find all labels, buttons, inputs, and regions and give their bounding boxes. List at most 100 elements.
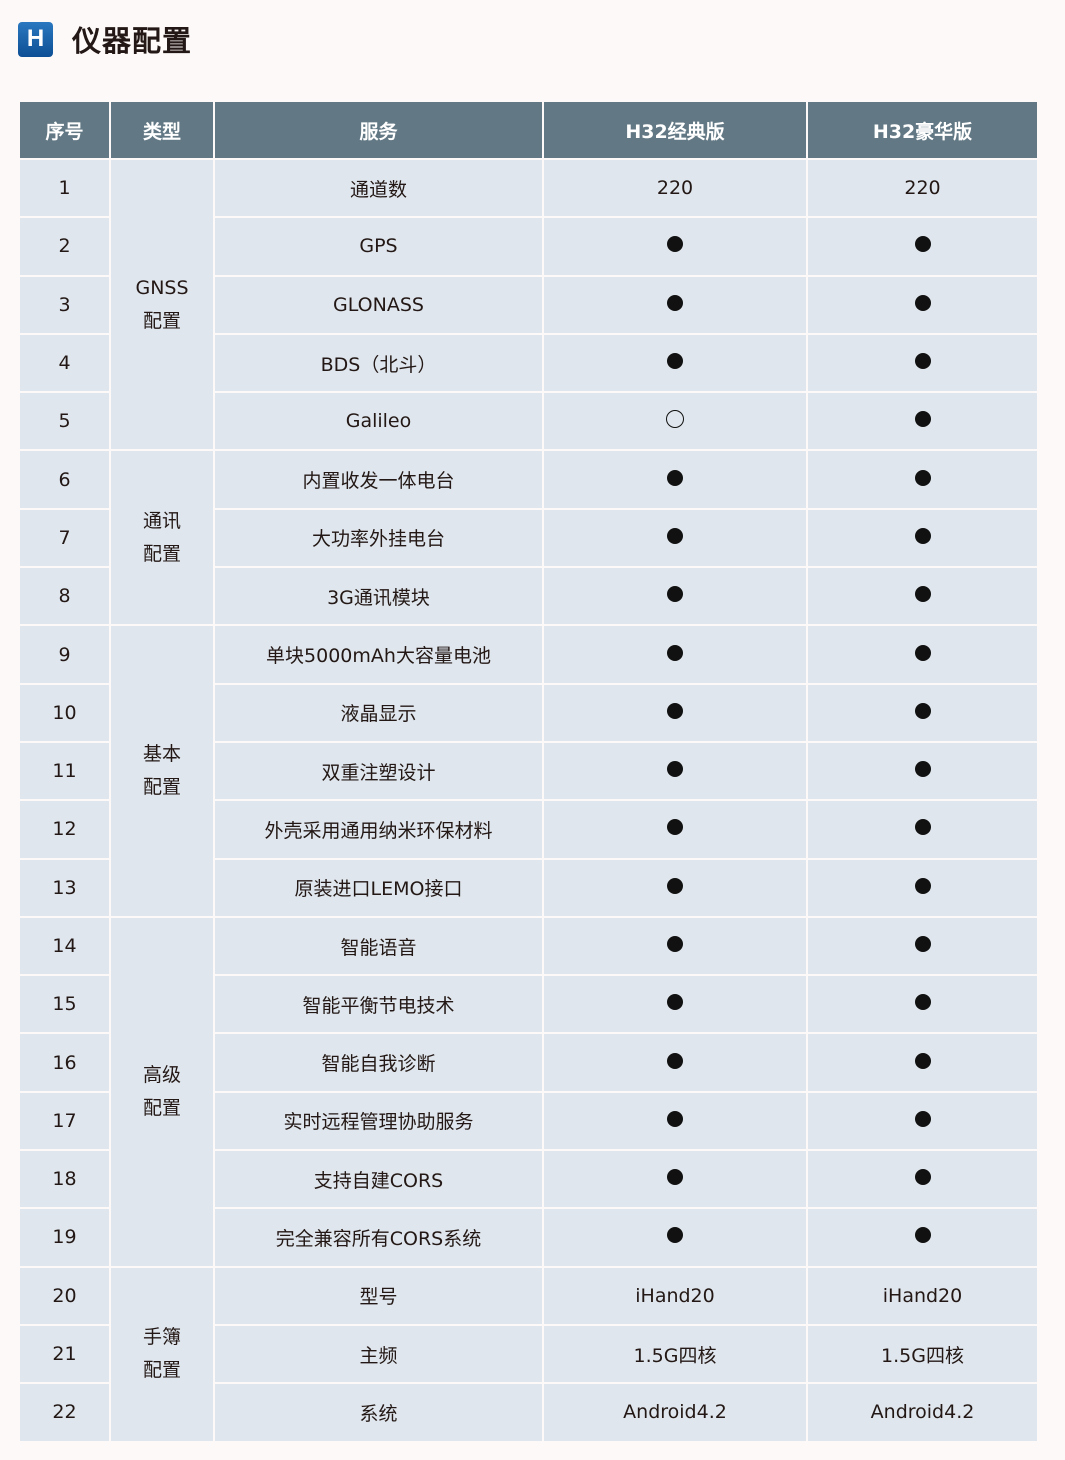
empty-circle-icon (666, 409, 684, 428)
row-service: 单块5000mAh大容量电池 (215, 626, 542, 683)
classic-cell: 1.5G四核 (544, 1325, 806, 1383)
table-row: 15 智能平衡节电技术 (20, 976, 1037, 1033)
filled-circle-icon (914, 819, 931, 836)
row-index: 14 (20, 917, 109, 975)
row-index: 15 (20, 976, 109, 1033)
deluxe-cell (808, 1209, 1037, 1266)
row-index: 22 (20, 1384, 109, 1441)
filled-circle-icon (914, 1227, 931, 1244)
table-row: 19 完全兼容所有CORS系统 (20, 1209, 1037, 1266)
filled-circle-icon (914, 702, 931, 719)
header-type: 类型 (111, 102, 213, 158)
filled-circle-icon (914, 1110, 931, 1127)
row-service: 实时远程管理协助服务 (215, 1092, 542, 1150)
row-type-cell: 通讯 配置 (111, 451, 213, 625)
deluxe-cell (808, 393, 1037, 450)
classic-cell (544, 509, 806, 567)
table-row: 8 3G通讯模块 (20, 568, 1037, 625)
section-title: H 仪器配置 (18, 18, 192, 60)
table-row: 17 实时远程管理协助服务 (20, 1092, 1037, 1150)
table-row: 22 系统 Android4.2 Android4.2 (20, 1384, 1037, 1441)
deluxe-cell (808, 859, 1037, 916)
row-index: 12 (20, 801, 109, 858)
row-type-cell: 高级 配置 (111, 917, 213, 1266)
deluxe-cell (808, 917, 1037, 975)
row-service: 内置收发一体电台 (215, 451, 542, 508)
classic-cell: 220 (544, 160, 806, 217)
deluxe-cell (808, 684, 1037, 741)
filled-circle-icon (914, 761, 931, 778)
table-row: 21 主频 1.5G四核 1.5G四核 (20, 1325, 1037, 1383)
filled-circle-icon (914, 877, 931, 894)
table-row: 7 大功率外挂电台 (20, 509, 1037, 567)
row-service: 3G通讯模块 (215, 568, 542, 625)
row-service: GLONASS (215, 276, 542, 333)
filled-circle-icon (914, 644, 931, 661)
deluxe-cell (808, 626, 1037, 683)
classic-cell (544, 801, 806, 858)
table-header-row: 序号 类型 服务 H32经典版 H32豪华版 (20, 102, 1037, 158)
classic-cell (544, 276, 806, 333)
table-row: 6 通讯 配置 内置收发一体电台 (20, 451, 1037, 625)
classic-cell: iHand20 (544, 1267, 806, 1324)
table-row: 2 GPS (20, 218, 1037, 275)
classic-cell (544, 1209, 806, 1266)
row-index: 19 (20, 1209, 109, 1266)
classic-cell (544, 917, 806, 975)
row-service: 系统 (215, 1384, 542, 1441)
classic-cell (544, 334, 806, 392)
table-row: 11 双重注塑设计 (20, 742, 1037, 800)
deluxe-cell (808, 451, 1037, 508)
filled-circle-icon (667, 877, 683, 894)
filled-circle-icon (667, 702, 683, 719)
filled-circle-icon (914, 1169, 931, 1186)
table-row: 20 手簿 配置 型号 iHand20 iHand20 (20, 1267, 1037, 1441)
deluxe-cell (808, 976, 1037, 1033)
row-service: 双重注塑设计 (215, 742, 542, 800)
row-index: 9 (20, 626, 109, 683)
filled-circle-icon (914, 994, 931, 1011)
header-service: 服务 (215, 102, 542, 158)
row-index: 11 (20, 742, 109, 800)
filled-circle-icon (667, 353, 683, 370)
row-type-cell: GNSS 配置 (111, 160, 213, 450)
row-service: 液晶显示 (215, 684, 542, 741)
row-index: 13 (20, 859, 109, 916)
table-row: 1 GNSS 配置 通道数 220 220 (20, 160, 1037, 450)
table-row: 12 外壳采用通用纳米环保材料 (20, 801, 1037, 858)
filled-circle-icon (914, 411, 931, 428)
deluxe-cell (808, 276, 1037, 333)
deluxe-cell (808, 218, 1037, 275)
filled-circle-icon (914, 586, 931, 603)
row-service: 大功率外挂电台 (215, 509, 542, 567)
row-index: 20 (20, 1267, 109, 1324)
row-index: 2 (20, 218, 109, 275)
header-classic: H32经典版 (544, 102, 806, 158)
table-row: 5 Galileo (20, 393, 1037, 450)
row-index: 18 (20, 1151, 109, 1208)
header-deluxe: H32豪华版 (808, 102, 1037, 158)
deluxe-cell: Android4.2 (808, 1384, 1037, 1441)
filled-circle-icon (667, 469, 683, 486)
classic-cell (544, 742, 806, 800)
filled-circle-icon (667, 644, 683, 661)
row-service: BDS（北斗） (215, 334, 542, 392)
section-h-icon: H (18, 21, 53, 57)
filled-circle-icon (667, 761, 683, 778)
row-index: 8 (20, 568, 109, 625)
table-row: 10 液晶显示 (20, 684, 1037, 741)
filled-circle-icon (914, 1052, 931, 1069)
row-service: 智能自我诊断 (215, 1034, 542, 1091)
filled-circle-icon (914, 469, 931, 486)
classic-cell (544, 1151, 806, 1208)
row-service: 通道数 (215, 160, 542, 217)
deluxe-cell (808, 1151, 1037, 1208)
deluxe-cell: 1.5G四核 (808, 1325, 1037, 1383)
deluxe-cell (808, 801, 1037, 858)
deluxe-cell (808, 334, 1037, 392)
filled-circle-icon (667, 994, 683, 1011)
deluxe-cell: iHand20 (808, 1267, 1037, 1324)
filled-circle-icon (667, 586, 683, 603)
classic-cell (544, 393, 806, 450)
filled-circle-icon (667, 527, 683, 544)
